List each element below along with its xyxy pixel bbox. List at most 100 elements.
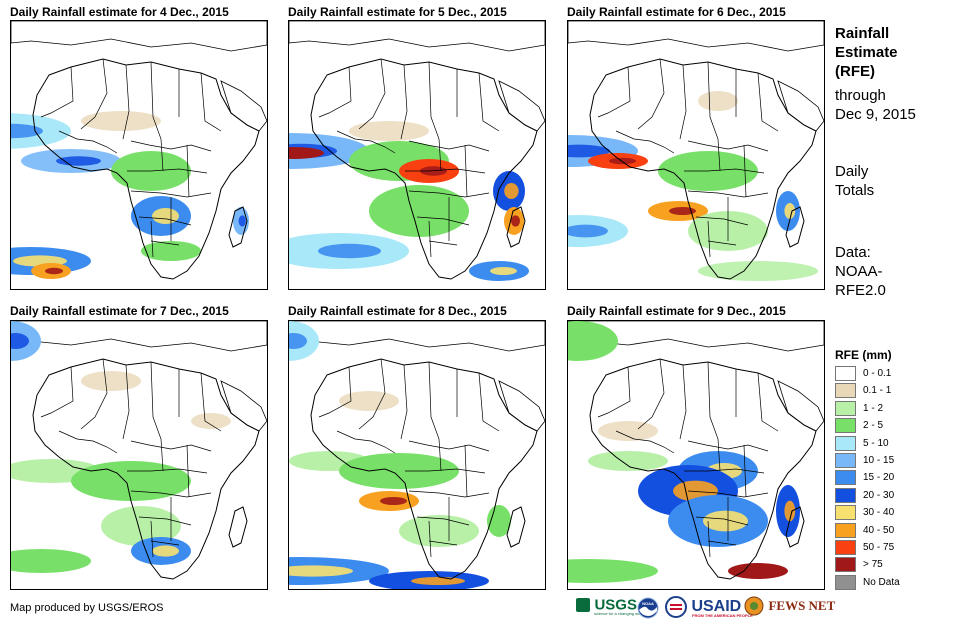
country-border (80, 358, 108, 430)
legend-swatch (835, 540, 856, 555)
rainfall-core (703, 510, 748, 532)
rainfall-core (152, 208, 179, 224)
legend-item: 0 - 0.1 (835, 366, 891, 382)
rainfall-patch (141, 241, 201, 261)
panel-title-5: Daily Rainfall estimate for 8 Dec., 2015 (288, 304, 507, 318)
arabia-coast (777, 80, 824, 132)
legend-label: 20 - 30 (863, 489, 895, 501)
country-border (408, 490, 490, 498)
legend-label: 30 - 40 (863, 507, 895, 519)
panel-title-3: Daily Rainfall estimate for 6 Dec., 2015 (567, 5, 786, 19)
country-border (695, 516, 749, 526)
rainfall-map-4 (10, 320, 268, 590)
legend-title: RFE (mm) (835, 348, 892, 362)
country-border (637, 358, 665, 430)
through-line-2: Dec 9, 2015 (835, 106, 916, 123)
country-border (138, 216, 192, 226)
madagascar-coast (506, 506, 526, 548)
country-border (150, 61, 162, 140)
country-border (186, 144, 190, 198)
heading-line-1: Rainfall (835, 25, 890, 42)
rainfall-core (11, 333, 29, 349)
country-border (400, 364, 408, 440)
rainfall-patch (71, 461, 191, 501)
legend-swatch (835, 435, 856, 451)
legend-item: 30 - 40 (835, 505, 894, 521)
country-border (428, 61, 440, 140)
country-border (428, 240, 458, 246)
country-border (130, 190, 212, 198)
data-line-1: Data: (835, 244, 871, 261)
country-border (438, 438, 442, 472)
rainfall-patch (81, 371, 141, 391)
country-border (743, 144, 747, 198)
totals-line-2: Totals (835, 182, 875, 199)
rainfall-patch (191, 413, 231, 429)
usgs-wordmark: USGS (594, 596, 637, 614)
legend-swatch (835, 574, 856, 590)
panel-title-1: Daily Rainfall estimate for 4 Dec., 2015 (10, 5, 229, 19)
europe-coast (11, 321, 267, 352)
rainfall-core (784, 500, 796, 522)
country-border (130, 490, 212, 498)
legend-label: 0.1 - 1 (863, 385, 892, 397)
legend-swatch (835, 366, 856, 381)
rainfall-patch (349, 121, 429, 141)
country-border (684, 468, 765, 474)
country-border (438, 138, 442, 172)
legend-label: 2 - 5 (863, 420, 884, 432)
rainfall-core (609, 157, 636, 165)
rainfall-patch (598, 421, 658, 441)
rainfall-patch (399, 515, 479, 547)
rainfall-patch (11, 549, 91, 573)
country-border (707, 361, 719, 440)
madagascar-coast (228, 506, 248, 548)
rainfall-map-5 (288, 320, 546, 590)
legend-label: 50 - 75 (863, 542, 895, 553)
rainfall-core (568, 224, 608, 238)
country-border (464, 444, 468, 498)
country-border (695, 216, 749, 226)
rainfall-map-1 (10, 20, 268, 290)
rainfall-patch (369, 185, 469, 237)
country-border (684, 168, 765, 174)
country-border (615, 130, 675, 154)
madagascar-coast (506, 206, 526, 248)
country-border (416, 516, 470, 526)
country-border (757, 72, 779, 132)
country-border (679, 364, 687, 440)
arabia-coast (498, 380, 545, 432)
country-border (428, 361, 440, 440)
country-border (464, 144, 468, 198)
country-border (160, 138, 164, 172)
country-border (615, 430, 675, 454)
country-border (405, 168, 486, 174)
country-border (408, 440, 490, 452)
country-border (707, 540, 737, 546)
legend-item: 20 - 30 (835, 487, 894, 504)
country-border (127, 168, 208, 174)
country-border (130, 140, 212, 152)
europe-coast (289, 21, 545, 52)
country-border (405, 468, 486, 474)
legend-label: 40 - 50 (863, 524, 895, 536)
country-border (318, 66, 352, 118)
rainfall-core (568, 144, 610, 158)
rainfall-patch (568, 321, 618, 361)
map-credit: Map produced by USGS/EROS (10, 602, 164, 614)
rainfall-patch (698, 261, 818, 281)
legend-label: No Data (863, 576, 900, 588)
legend-item: 40 - 50 (835, 522, 894, 539)
data-line-2: NOAA- (835, 263, 883, 280)
legend-item: 15 - 20 (835, 470, 894, 486)
country-border (336, 430, 396, 454)
legend-item: > 75 (835, 557, 883, 573)
legend-swatch (835, 522, 856, 538)
country-border (597, 366, 631, 418)
country-border (428, 520, 432, 558)
heading-line-3: (RFE) (835, 63, 875, 80)
rainfall-patch (81, 111, 161, 131)
noaa-wordmark: NOAA (642, 601, 654, 606)
country-border (408, 140, 490, 152)
europe-coast (289, 321, 545, 352)
